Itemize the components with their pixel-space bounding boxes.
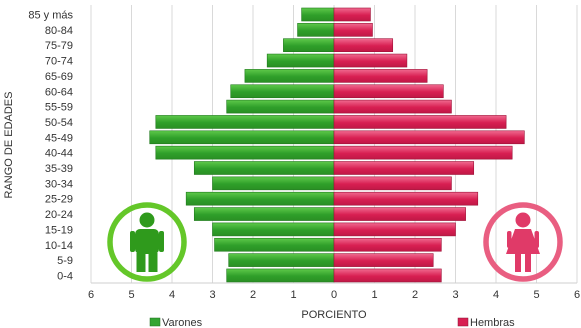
x-tick-label: 5 [533, 289, 539, 301]
category-label: 85 y más [28, 10, 73, 22]
legend-item-varones: Varones [149, 317, 203, 328]
bar-varones [185, 191, 335, 206]
x-tick-label: 4 [493, 289, 499, 301]
bar-hembras [333, 130, 525, 145]
bar-hembras [333, 207, 466, 221]
bar-varones [301, 7, 335, 22]
category-label: 35-39 [45, 163, 73, 175]
legend-swatch-hembras [457, 317, 469, 327]
category-label: 60-64 [45, 86, 73, 98]
category-label: 55-59 [45, 102, 73, 114]
legend-label-varones: Varones [162, 317, 203, 328]
x-tick-label: 3 [452, 289, 458, 301]
bar-varones [297, 23, 335, 37]
bar-hembras [333, 38, 394, 53]
bar-hembras [333, 237, 442, 252]
bar-varones [228, 253, 335, 267]
x-tick-label: 0 [331, 289, 337, 301]
category-label: 10-14 [45, 240, 73, 252]
bar-varones [226, 268, 335, 283]
bar-varones [149, 130, 335, 145]
category-label: 15-19 [45, 224, 73, 236]
bar-varones [283, 38, 335, 53]
bar-hembras [333, 84, 444, 99]
category-label: 45-49 [45, 132, 73, 144]
category-label: 65-69 [45, 71, 73, 83]
x-tick-label: 2 [250, 289, 256, 301]
category-label: 25-29 [45, 194, 73, 206]
female-person-icon [483, 202, 563, 282]
male-person-icon [107, 202, 187, 282]
bar-hembras [333, 145, 513, 160]
bar-hembras [333, 99, 452, 114]
x-tick-label: 3 [209, 289, 215, 301]
legend-label-hembras: Hembras [470, 317, 515, 328]
bar-hembras [333, 222, 456, 237]
bar-hembras [333, 69, 428, 83]
x-tick-label: 6 [88, 289, 94, 301]
bar-hembras [333, 191, 479, 206]
bar-varones [230, 84, 335, 99]
bar-hembras [333, 253, 434, 267]
bar-hembras [333, 115, 507, 129]
category-label: 50-54 [45, 117, 73, 129]
category-label: 70-74 [45, 56, 73, 68]
category-label: 5-9 [57, 255, 73, 267]
bar-hembras [333, 23, 373, 37]
legend: Varones Hembras [149, 317, 515, 328]
bar-varones [155, 145, 335, 160]
bar-hembras [333, 176, 452, 191]
bar-varones [193, 207, 335, 221]
x-tick-label: 1 [290, 289, 296, 301]
y-axis-title: RANGO DE EDADES [3, 92, 15, 199]
legend-swatch-varones [149, 317, 161, 327]
bar-varones [214, 237, 335, 252]
x-tick-label: 1 [371, 289, 377, 301]
bar-varones [155, 115, 335, 129]
legend-item-hembras: Hembras [457, 317, 515, 328]
category-labels: 85 y más 80-84 75-79 70-74 65-69 60-64 55-59 50… [28, 10, 73, 283]
category-label: 30-34 [45, 178, 73, 190]
x-tick-label: 6 [574, 289, 580, 301]
bar-hembras [333, 53, 408, 68]
bar-varones [212, 176, 335, 191]
bar-varones [212, 222, 335, 237]
bar-hembras [333, 161, 475, 175]
category-label: 40-44 [45, 148, 73, 160]
category-label: 75-79 [45, 40, 73, 52]
bars [149, 7, 525, 283]
category-label: 0-4 [57, 270, 73, 282]
x-tick-label: 2 [412, 289, 418, 301]
bar-hembras [333, 268, 442, 283]
bar-varones [226, 99, 335, 114]
bar-varones [244, 69, 335, 83]
x-tick-labels: 6 5 4 3 2 1 0 1 2 3 4 5 6 [88, 289, 580, 301]
bar-varones [193, 161, 335, 175]
x-tick-label: 5 [128, 289, 134, 301]
x-tick-label: 4 [169, 289, 175, 301]
gender-icons [107, 202, 563, 282]
x-axis-title: PORCIENTO [301, 309, 367, 321]
bar-varones [266, 53, 335, 68]
category-label: 20-24 [45, 209, 73, 221]
category-label: 80-84 [45, 25, 73, 37]
bar-hembras [333, 7, 371, 22]
